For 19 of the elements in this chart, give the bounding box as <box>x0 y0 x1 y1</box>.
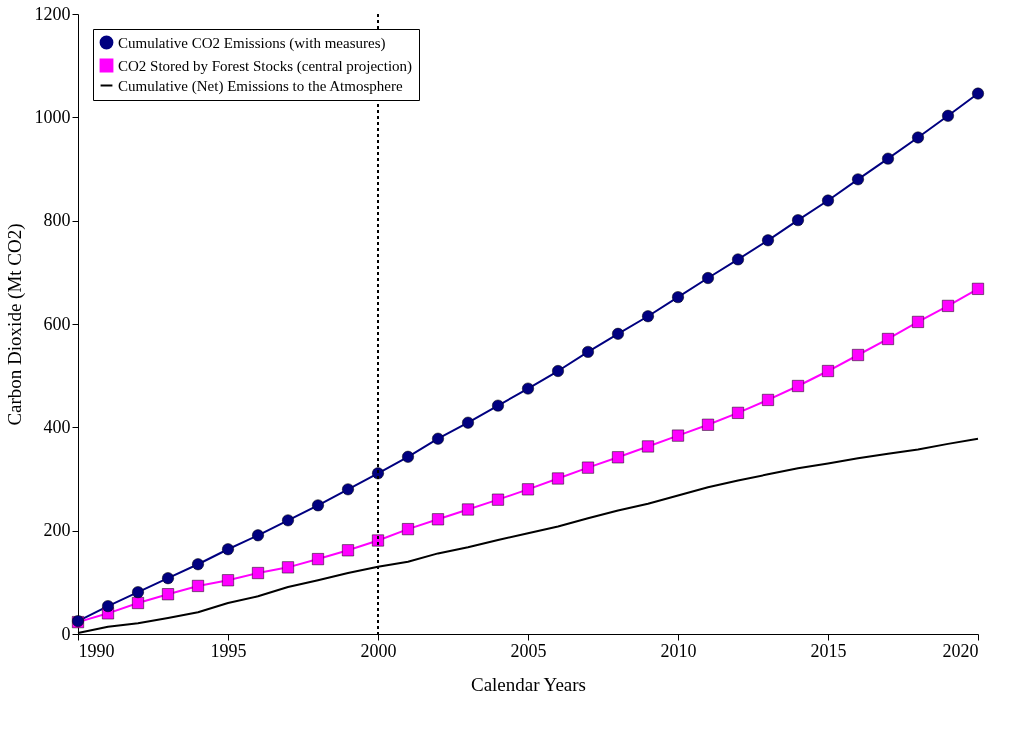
y-tick-label: 600 <box>43 313 71 334</box>
x-tick-label: 2015 <box>810 640 847 661</box>
y-tick-label: 400 <box>43 416 71 437</box>
legend-label: Cumulative CO2 Emissions (with measures) <box>118 34 386 52</box>
x-axis-title: Calendar Years <box>470 673 587 695</box>
legend-label: Cumulative (Net) Emissions to the Atmosphere <box>118 77 403 95</box>
x-tick-label: 2005 <box>510 640 547 661</box>
x-tick-label: 1995 <box>210 640 247 661</box>
y-tick-label: 1200 <box>34 3 71 24</box>
y-tick-label: 0 <box>61 623 71 644</box>
y-tick-label: 1000 <box>34 106 71 127</box>
y-tick-label: 800 <box>43 210 71 231</box>
y-axis-title: Carbon Dioxide (Mt CO2) <box>3 223 26 426</box>
x-tick-label: 2000 <box>360 640 397 661</box>
x-tick-label: 2020 <box>942 640 979 661</box>
y-tick-label: 200 <box>43 520 71 541</box>
legend-label: CO2 Stored by Forest Stocks (central projection) <box>118 57 413 75</box>
x-tick-label: 1990 <box>78 640 115 661</box>
x-tick-label: 2010 <box>660 640 697 661</box>
